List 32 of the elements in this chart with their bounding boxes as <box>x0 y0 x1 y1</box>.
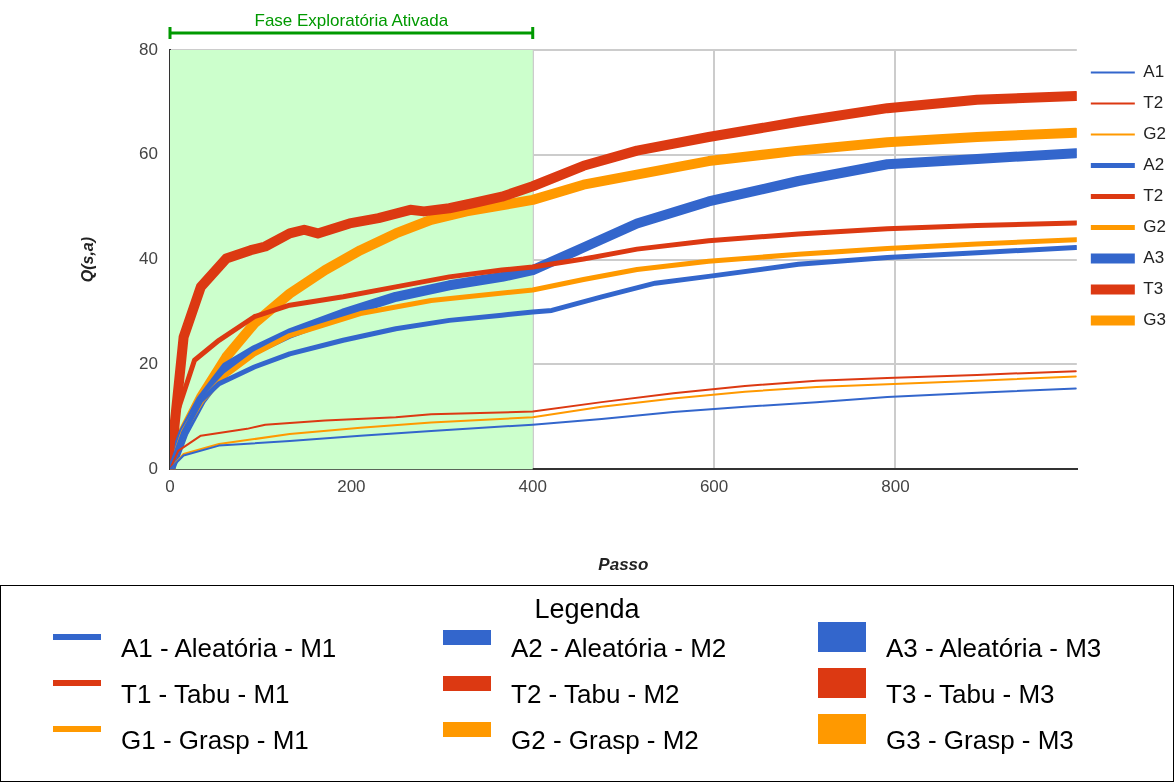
x-tick-label: 200 <box>337 477 366 497</box>
x-tick-label: 800 <box>881 477 910 497</box>
text: T1 - Tabu - M1 <box>121 678 290 710</box>
x-tick-label: 0 <box>165 477 175 497</box>
text: A2 - Aleatória - M2 <box>511 632 727 664</box>
legend-title: Legenda <box>533 594 641 625</box>
y-tick-label: 60 <box>139 144 158 164</box>
legend-label: T3 <box>1143 279 1164 299</box>
band-label: Fase Exploratória Ativada <box>254 11 449 31</box>
legend-label: G2 <box>1143 217 1167 237</box>
text: G2 - Grasp - M2 <box>511 724 699 756</box>
x-axis-title: Passo <box>598 555 649 575</box>
text: T3 - Tabu - M3 <box>886 678 1055 710</box>
y-tick-label: 0 <box>148 458 158 478</box>
y-tick-label: 40 <box>139 249 158 269</box>
x-tick-label: 600 <box>699 477 729 497</box>
text: G3 - Grasp - M3 <box>886 724 1074 756</box>
legend-label: T2 <box>1143 93 1164 113</box>
legend-label: A2 <box>1143 155 1165 175</box>
text: G1 - Grasp - M1 <box>121 724 309 756</box>
legend-label: A3 <box>1143 248 1165 268</box>
text: A1 - Aleatória - M1 <box>121 632 337 664</box>
text: A3 - Aleatória - M3 <box>886 632 1102 664</box>
legend-label: T2 <box>1143 186 1164 206</box>
legend-label: G3 <box>1143 310 1167 330</box>
text: T2 - Tabu - M2 <box>511 678 680 710</box>
legend-label: G2 <box>1143 124 1167 144</box>
y-tick-label: 20 <box>139 354 158 374</box>
x-tick-label: 400 <box>518 477 547 497</box>
y-axis-title: Q(s,a) <box>79 236 97 283</box>
y-tick-label: 80 <box>139 39 158 59</box>
legend-label: A1 <box>1143 62 1165 82</box>
